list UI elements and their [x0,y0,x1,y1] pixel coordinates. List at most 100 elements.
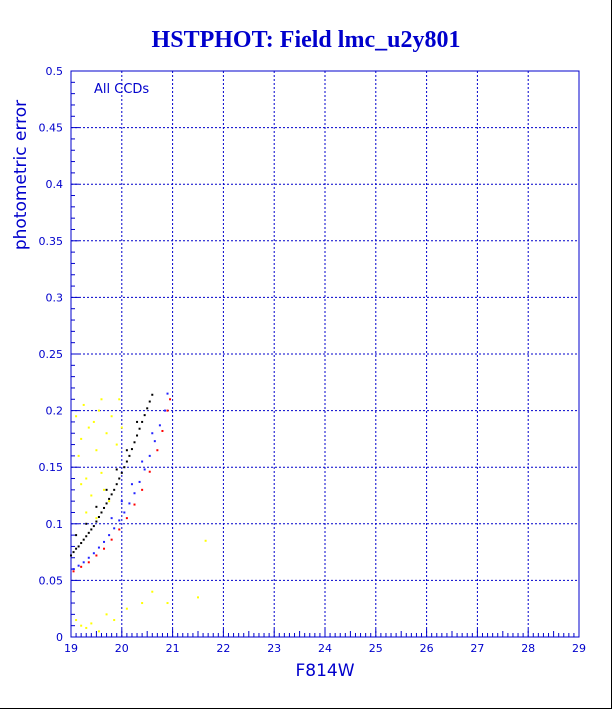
data-point [103,540,106,543]
data-point [95,517,98,520]
data-point [85,477,88,480]
data-point [169,398,172,401]
data-point [110,517,113,520]
data-point [85,522,88,525]
data-point [128,502,131,505]
data-point [118,477,121,480]
data-point [82,561,85,564]
data-point [95,505,98,508]
data-point [85,626,88,629]
x-tick-label: 21 [166,642,180,655]
data-point [87,561,90,564]
data-point [80,483,83,486]
data-point [136,420,139,423]
data-point [197,596,199,599]
data-point [148,400,151,403]
data-point [90,622,93,625]
data-point [125,460,128,463]
data-point [156,449,159,452]
data-point [95,520,98,523]
data-point [72,570,75,573]
data-point [141,488,144,491]
y-tick-label: 0.45 [39,122,64,135]
data-point [148,454,151,457]
x-axis-label: F814W [295,661,354,681]
data-point [153,440,156,443]
data-point [115,483,118,486]
data-point [103,547,106,550]
annotation-label: All CCDs [94,82,149,97]
data-point [141,460,144,463]
data-point [77,564,80,567]
data-point [87,426,90,429]
data-point [95,449,98,452]
y-tick-label: 0.4 [46,178,64,191]
data-point [100,511,103,514]
data-point [128,454,131,457]
y-tick-label: 0.05 [39,574,64,587]
x-tick-label: 24 [318,642,332,655]
data-point [113,488,116,491]
data-point [85,535,88,538]
data-point [80,542,83,545]
data-point [105,502,108,505]
data-point [113,619,116,622]
data-point [92,525,95,528]
data-point [146,407,149,410]
data-point [204,539,207,542]
data-point [120,426,123,429]
data-point [105,432,108,435]
data-point [75,534,78,537]
x-tick-label: 22 [216,642,230,655]
data-point [141,420,144,423]
data-point [166,392,169,395]
data-point [100,471,103,474]
data-point [80,437,83,440]
data-point [103,506,106,509]
data-point [151,393,154,396]
x-tick-label: 26 [420,642,434,655]
data-point [158,424,161,427]
x-tick-label: 29 [572,642,586,655]
y-tick-label: 0.1 [46,518,64,531]
data-point [118,519,121,522]
data-point [103,488,106,491]
data-point [85,511,88,514]
data-point [136,434,139,437]
data-point [118,528,121,531]
data-point [75,619,78,622]
data-point [163,409,166,412]
data-point [77,545,80,548]
data-point [133,503,136,506]
data-point [95,554,98,557]
data-point [108,497,111,500]
y-tick-label: 0.5 [46,65,64,78]
data-point [92,552,95,555]
axis-ticks: 19 20 21 22 23 24 25 26 27 28 29 0 0.05 0.1 0.15 0.2 0.2… [39,65,587,655]
data-point [80,565,83,568]
data-point [130,448,133,451]
data-point [133,492,136,495]
x-tick-label: 19 [64,642,78,655]
data-point [97,546,100,549]
data-point [105,613,108,616]
data-point [166,602,169,605]
data-point [72,551,75,554]
data-point [87,531,90,534]
data-point [110,493,113,496]
data-point [148,470,151,473]
x-tick-label: 27 [470,642,484,655]
data-point [110,538,113,541]
x-tick-label: 28 [521,642,535,655]
data-point [115,468,118,471]
data-point [97,630,100,633]
data-point [125,449,128,452]
data-point [151,590,154,593]
data-point [113,527,116,530]
data-point [120,471,123,474]
data-point [87,556,90,559]
data-point [80,624,83,627]
data-point [143,468,146,471]
y-tick-label: 0.15 [39,461,64,474]
